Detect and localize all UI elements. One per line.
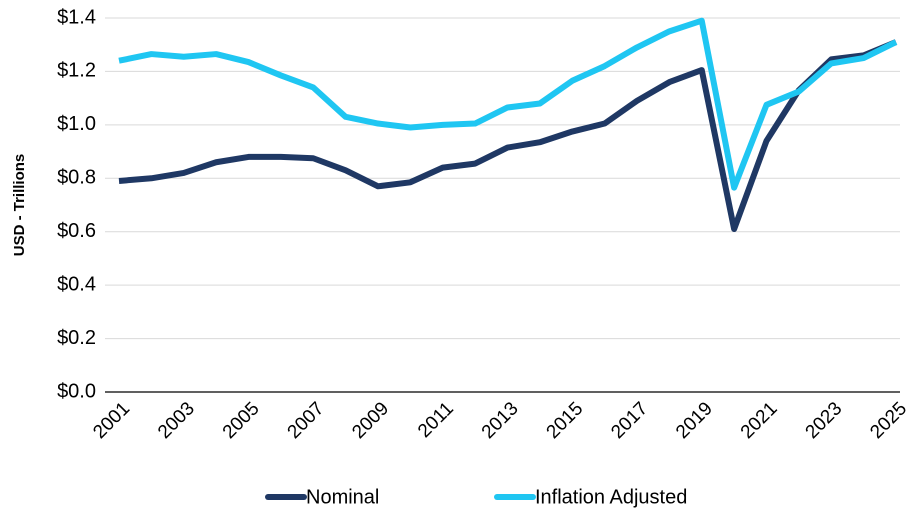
y-tick-label: $1.0 <box>57 113 96 135</box>
x-tick-label: 2023 <box>802 398 847 443</box>
x-tick-label: 2017 <box>607 398 652 443</box>
x-tick-label: 2011 <box>414 398 458 442</box>
x-tick-label: 2001 <box>89 398 134 443</box>
y-tick-label: $0.0 <box>57 380 96 402</box>
x-tick-label: 2005 <box>219 398 264 443</box>
x-tick-label: 2025 <box>866 398 909 443</box>
y-tick-label: $1.2 <box>57 60 96 82</box>
x-tick-label: 2015 <box>543 398 588 443</box>
x-tick-label: 2013 <box>478 398 523 443</box>
y-tick-label: $0.8 <box>57 167 96 189</box>
line-series <box>118 39 898 233</box>
x-tick-label: 2019 <box>672 398 717 443</box>
y-tick-label: $0.2 <box>57 327 96 349</box>
legend-label: Nominal <box>306 486 379 508</box>
legend-label: Inflation Adjusted <box>535 486 687 508</box>
x-tick-label: 2003 <box>154 398 199 443</box>
line-series <box>118 17 898 191</box>
y-axis-label: USD - Trillions <box>11 154 28 257</box>
y-tick-label: $0.6 <box>57 220 96 242</box>
y-tick-label: $0.4 <box>57 273 96 295</box>
x-tick-label: 2007 <box>284 398 329 443</box>
y-tick-label: $1.4 <box>57 6 96 28</box>
x-tick-label: 2009 <box>348 398 393 443</box>
x-tick-label: 2021 <box>737 398 782 443</box>
